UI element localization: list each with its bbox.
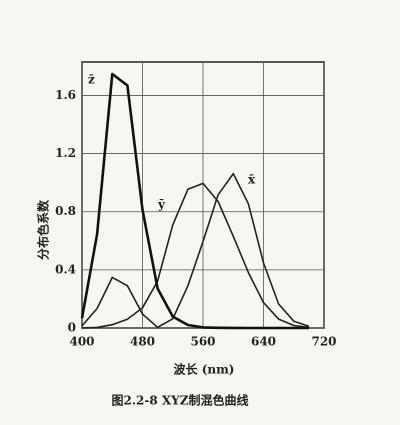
y-tick-label: 1.6 (55, 88, 76, 102)
curve-label: z̄ (88, 73, 95, 87)
curve-label: x̄ (248, 173, 256, 187)
curve (81, 182, 309, 329)
x-tick-label: 560 (190, 335, 215, 349)
x-tick-label: 400 (69, 335, 94, 349)
x-tick-label: 720 (311, 335, 336, 349)
y-tick-label: 0.8 (55, 204, 76, 218)
curve (81, 172, 310, 329)
y-axis-label: 分布色系数 (36, 199, 51, 260)
y-tick-label: 0 (68, 321, 76, 335)
caption: 图2.2-8 XYZ制混色曲线 (111, 393, 248, 408)
curve-label: ȳ (157, 198, 166, 212)
x-tick-label: 480 (130, 335, 155, 349)
y-tick-label: 1.2 (55, 146, 76, 160)
curve (80, 72, 309, 330)
x-tick-label: 640 (251, 335, 276, 349)
x-axis-label: 波长 (nm) (174, 362, 235, 377)
y-tick-label: 0.4 (55, 262, 76, 276)
